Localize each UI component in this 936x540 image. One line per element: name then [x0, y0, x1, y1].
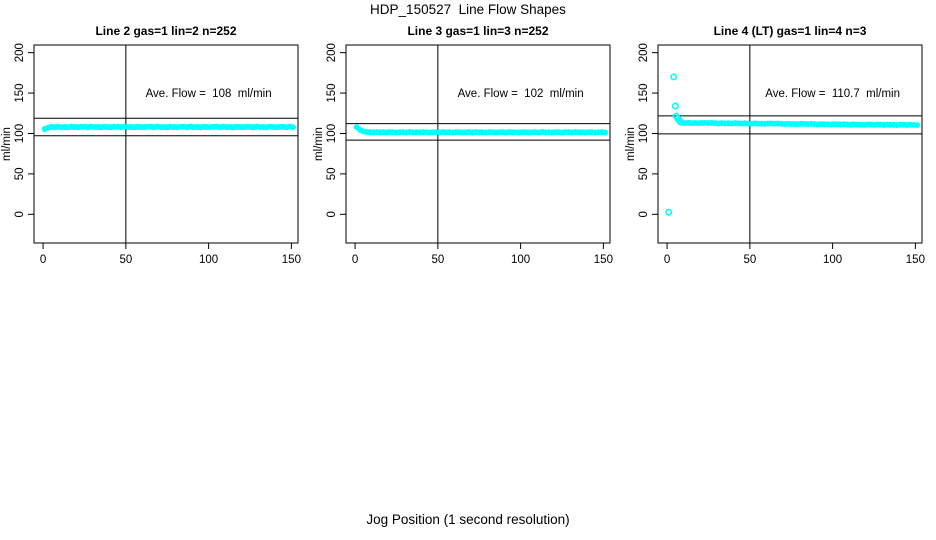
data-point-outlier [676, 118, 684, 126]
x-tick-label: 100 [511, 254, 530, 266]
data-point [914, 122, 921, 129]
x-tick-label: 50 [119, 254, 132, 266]
figure-title: HDP_150527 Line Flow Shapes [370, 2, 566, 17]
y-tick-label: 150 [326, 83, 338, 102]
y-tick-label: 200 [638, 43, 650, 62]
y-tick-label: 150 [14, 83, 26, 102]
panel-title: Line 4 (LT) gas=1 lin=4 n=3 [714, 24, 867, 38]
data-point-outlier [665, 208, 673, 216]
ave-flow-annotation: Ave. Flow = 110.7 ml/min [765, 88, 900, 100]
y-tick-label: 0 [14, 211, 26, 217]
panel-title: Line 3 gas=1 lin=3 n=252 [407, 24, 548, 38]
x-tick-label: 0 [40, 254, 46, 266]
data-point [602, 129, 609, 136]
x-tick-label: 100 [823, 254, 842, 266]
y-axis-label: ml/min [1, 127, 13, 161]
y-tick-label: 100 [326, 124, 338, 143]
y-tick-label: 0 [638, 211, 650, 217]
plot-box [657, 44, 923, 244]
y-tick-label: 100 [638, 124, 650, 143]
y-tick-label: 50 [326, 168, 338, 181]
y-tick-label: 200 [326, 43, 338, 62]
x-tick-label: 150 [594, 254, 613, 266]
x-tick-label: 100 [199, 254, 218, 266]
y-tick-label: 100 [14, 124, 26, 143]
panel-line-2-plot: 0 50 100 150 0 50 100 150 200 ml/min Line 2 gas=1 … [1, 24, 301, 266]
y-tick-label: 200 [14, 43, 26, 62]
y-tick-label: 50 [638, 168, 650, 181]
x-tick-label: 50 [743, 254, 756, 266]
x-tick-label: 150 [906, 254, 925, 266]
y-axis-label: ml/min [313, 127, 325, 161]
y-tick-label: 150 [638, 83, 650, 102]
ave-flow-annotation: Ave. Flow = 108 ml/min [146, 88, 272, 100]
y-tick-label: 50 [14, 168, 26, 181]
data-point-outlier [671, 102, 679, 110]
ave-flow-annotation: Ave. Flow = 102 ml/min [458, 88, 584, 100]
plot-box [33, 44, 299, 244]
panel-title: Line 2 gas=1 lin=2 n=252 [95, 24, 236, 38]
y-tick-label: 0 [326, 211, 338, 217]
x-tick-label: 0 [352, 254, 358, 266]
y-axis-label: ml/min [625, 127, 637, 161]
figure-xlabel: Jog Position (1 second resolution) [366, 512, 570, 527]
data-point-outlier [670, 73, 678, 81]
data-point [290, 124, 297, 131]
panel-line-4-plot: 0 50 100 150 0 50 100 150 200 ml/min Line 4 (LT) g… [625, 24, 925, 266]
x-tick-label: 50 [431, 254, 444, 266]
x-tick-label: 0 [664, 254, 670, 266]
x-tick-label: 150 [282, 254, 301, 266]
panel-line-3-plot: 0 50 100 150 0 50 100 150 200 ml/min Line 3 gas=1 … [313, 24, 613, 266]
plot-box [345, 44, 611, 244]
